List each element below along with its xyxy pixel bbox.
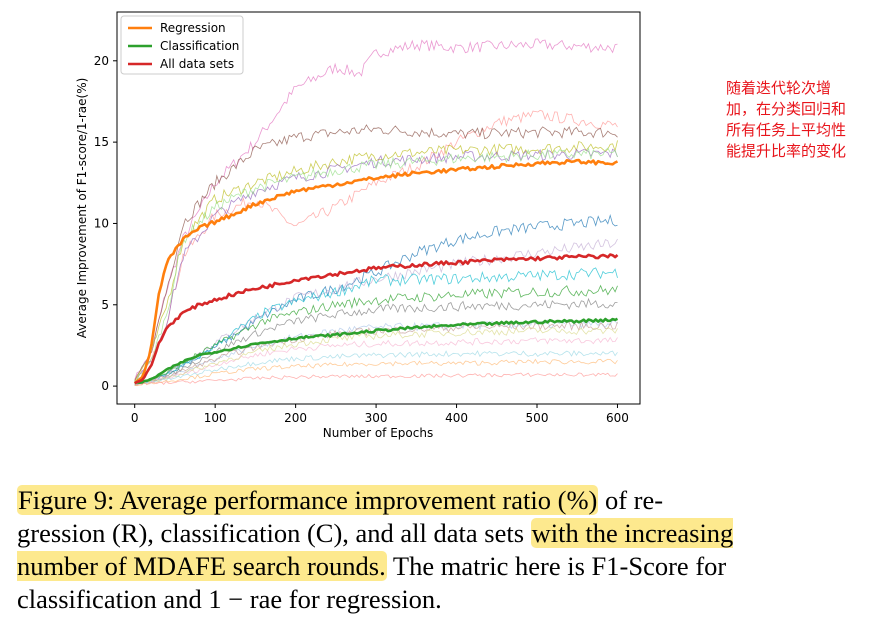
background-series-line	[134, 358, 618, 387]
x-axis-ticks: 0 100 200 300 400 500 600	[131, 404, 629, 425]
x-tick-label: 400	[445, 411, 468, 425]
figure-caption: Figure 9: Average performance improvemen…	[17, 484, 737, 616]
background-series-line	[134, 124, 618, 382]
legend-box	[120, 15, 244, 75]
series-line	[133, 158, 619, 385]
x-tick-label: 0	[131, 411, 139, 425]
background-series-line	[134, 326, 618, 386]
background-series-line	[134, 350, 618, 386]
background-series-line	[134, 238, 618, 386]
y-axis-label: Average Improvement of F1-score/1-rae(%)	[75, 78, 89, 339]
legend-label: Classification	[160, 39, 239, 53]
series-line	[134, 253, 619, 385]
legend-label: All data sets	[160, 57, 234, 71]
caption-highlight-1: Figure 9: Average performance improvemen…	[17, 485, 599, 515]
x-tick-label: 600	[606, 411, 629, 425]
caption-text-2: The matric here is F1-Score for classifi…	[17, 551, 727, 614]
legend-label: Regression	[160, 21, 226, 35]
y-tick-label: 20	[94, 54, 109, 68]
legend: Regression Classification All data sets	[120, 15, 244, 75]
y-axis-ticks: 0 5 10 15 20	[94, 54, 117, 393]
background-series-line	[134, 147, 618, 382]
x-tick-label: 100	[204, 411, 227, 425]
x-tick-label: 500	[526, 411, 549, 425]
annotation-note: 随着迭代轮次增加，在分类回归和所有任务上平均性能提升比率的变化	[726, 79, 847, 160]
background-series-line	[134, 372, 618, 386]
x-tick-label: 200	[284, 411, 307, 425]
main-series-lines	[133, 158, 619, 385]
background-series-line	[134, 140, 618, 382]
plot-frame	[116, 11, 641, 405]
caption-text-1: of re­gression (R), classification (C), …	[17, 485, 664, 548]
background-series-line	[134, 213, 618, 385]
y-tick-label: 5	[101, 298, 109, 312]
background-series-line	[134, 109, 618, 381]
y-tick-label: 10	[94, 216, 109, 230]
background-series-line	[134, 148, 618, 383]
background-series-line	[134, 336, 618, 385]
x-tick-label: 300	[365, 411, 388, 425]
background-series-lines	[134, 38, 618, 387]
y-tick-label: 15	[94, 135, 109, 149]
background-series-line	[134, 297, 618, 386]
series-line	[134, 317, 619, 385]
y-tick-label: 0	[101, 379, 109, 393]
legend-items: Regression Classification All data sets	[128, 21, 239, 71]
background-series-line	[134, 284, 618, 386]
line-chart: 0 100 200 300 400 500 600 0 5 10 15 20 Number of E…	[75, 11, 641, 440]
x-axis-label: Number of Epochs	[323, 426, 433, 440]
